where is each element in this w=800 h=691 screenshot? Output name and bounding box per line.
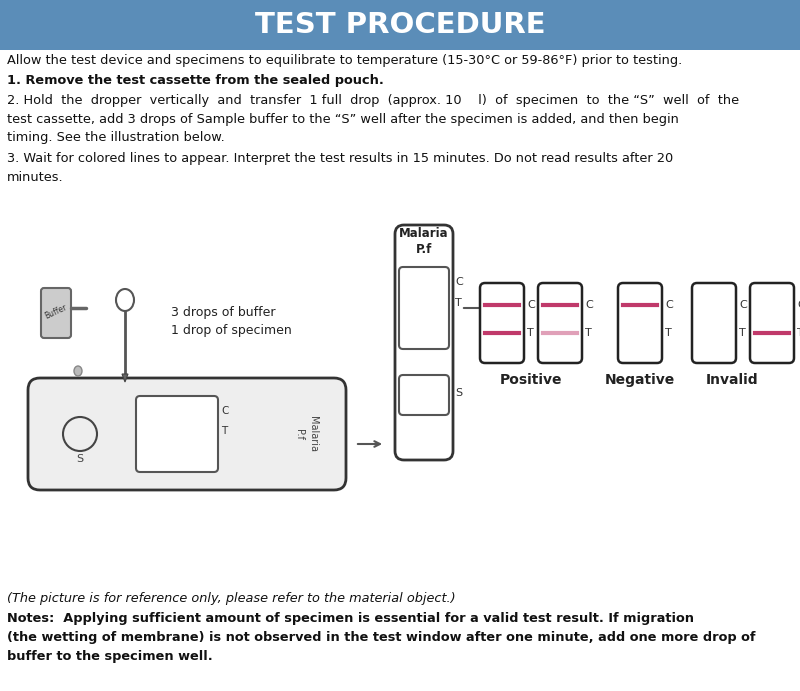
Text: minutes.: minutes. (7, 171, 64, 184)
Text: S: S (455, 388, 462, 398)
FancyBboxPatch shape (28, 378, 346, 490)
Text: 2. Hold  the  dropper  vertically  and  transfer  1 full  drop  (approx. 10    l: 2. Hold the dropper vertically and trans… (7, 94, 739, 107)
Text: 1 drop of specimen: 1 drop of specimen (171, 323, 292, 337)
FancyBboxPatch shape (480, 283, 524, 363)
Text: C: C (739, 300, 746, 310)
Text: T: T (665, 328, 672, 338)
FancyBboxPatch shape (692, 283, 736, 363)
FancyBboxPatch shape (399, 375, 449, 415)
Text: buffer to the specimen well.: buffer to the specimen well. (7, 650, 213, 663)
Text: T: T (527, 328, 534, 338)
Text: timing. See the illustration below.: timing. See the illustration below. (7, 131, 225, 144)
Text: C: C (665, 300, 673, 310)
Text: test cassette, add 3 drops of Sample buffer to the “S” well after the specimen i: test cassette, add 3 drops of Sample buf… (7, 113, 679, 126)
Text: C: C (221, 406, 228, 416)
Bar (0, 0, 800, 50)
FancyBboxPatch shape (41, 288, 71, 338)
Text: Positive: Positive (500, 373, 562, 387)
Text: Notes:  Applying sufficient amount of specimen is essential for a valid test res: Notes: Applying sufficient amount of spe… (7, 612, 694, 625)
Text: Buffer: Buffer (43, 303, 69, 321)
Text: Invalid: Invalid (706, 373, 758, 387)
Text: 3. Wait for colored lines to appear. Interpret the test results in 15 minutes. D: 3. Wait for colored lines to appear. Int… (7, 152, 674, 165)
Text: (The picture is for reference only, please refer to the material object.): (The picture is for reference only, plea… (7, 592, 456, 605)
Text: TEST PROCEDURE: TEST PROCEDURE (254, 11, 546, 39)
Text: C: C (797, 300, 800, 310)
Text: S: S (77, 454, 83, 464)
Ellipse shape (116, 289, 134, 311)
Text: T: T (585, 328, 592, 338)
Text: T: T (797, 328, 800, 338)
FancyBboxPatch shape (136, 396, 218, 472)
Text: C: C (527, 300, 534, 310)
FancyBboxPatch shape (399, 267, 449, 349)
Polygon shape (122, 374, 128, 382)
Text: Malaria
P.f: Malaria P.f (399, 227, 449, 256)
FancyBboxPatch shape (618, 283, 662, 363)
Text: Negative: Negative (605, 373, 675, 387)
Text: T: T (455, 298, 462, 308)
Text: Malaria
P.f: Malaria P.f (294, 416, 318, 452)
FancyBboxPatch shape (750, 283, 794, 363)
FancyBboxPatch shape (395, 225, 453, 460)
Text: Allow the test device and specimens to equilibrate to temperature (15-30°C or 59: Allow the test device and specimens to e… (7, 54, 682, 67)
Text: (the wetting of membrane) is not observed in the test window after one minute, a: (the wetting of membrane) is not observe… (7, 631, 755, 644)
Text: 3 drops of buffer: 3 drops of buffer (171, 305, 275, 319)
Ellipse shape (74, 366, 82, 376)
Text: C: C (585, 300, 593, 310)
Text: T: T (221, 426, 227, 436)
Text: T: T (739, 328, 746, 338)
FancyBboxPatch shape (538, 283, 582, 363)
Text: C: C (455, 277, 462, 287)
Text: 1. Remove the test cassette from the sealed pouch.: 1. Remove the test cassette from the sea… (7, 74, 384, 87)
